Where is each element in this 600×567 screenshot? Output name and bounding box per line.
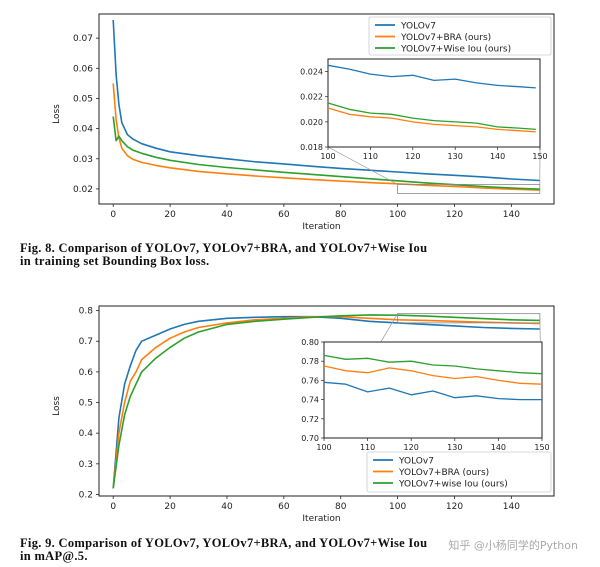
inset-series-line-2	[323, 365, 543, 385]
y-tick-label: 0.4	[79, 429, 94, 439]
series-line-3	[112, 116, 540, 190]
series-line-3	[112, 314, 540, 489]
x-tick-label: 60	[278, 502, 290, 512]
plot-frame	[98, 305, 555, 497]
x-tick-label: 20	[164, 502, 176, 512]
y-tick-label: 0.04	[73, 125, 93, 135]
inset-y-tick-label: 0.024	[300, 68, 323, 77]
caption-line: Fig. 8. Comparison of YOLOv7, YOLOv7+BRA…	[20, 241, 428, 255]
inset-y-tick-label: 0.70	[301, 434, 319, 443]
figure-9-caption: Fig. 9. Comparison of YOLOv7, YOLOv7+BRA…	[20, 537, 590, 563]
inset-x-tick-label: 100	[316, 443, 331, 452]
inset-x-tick-label: 100	[320, 152, 335, 161]
y-tick-label: 0.02	[73, 185, 93, 195]
legend-box	[366, 451, 552, 493]
inset-x-tick-label: 140	[490, 152, 505, 161]
y-tick-label: 0.03	[73, 155, 93, 165]
inset-x-tick-label: 120	[405, 152, 420, 161]
y-tick-label: 0.06	[73, 64, 93, 74]
watermark: 知乎 @小杨同学的Python	[448, 539, 578, 552]
x-tick-label: 40	[221, 502, 233, 512]
inset-series-line-3	[327, 102, 536, 131]
legend-box	[368, 16, 552, 56]
x-axis-label: Iteration	[302, 514, 340, 524]
figure-8-caption: Fig. 8. Comparison of YOLOv7, YOLOv7+BRA…	[20, 242, 590, 268]
legend-label: YOLOv7+wise Iou (ours)	[398, 480, 508, 490]
inset-y-tick-label: 0.020	[300, 118, 323, 127]
caption-line: in training set Bounding Box loss.	[20, 254, 210, 268]
inset-x-tick-label: 130	[447, 443, 462, 452]
legend-label: YOLOv7+BRA (ours)	[398, 468, 489, 478]
plot-frame	[98, 13, 555, 205]
x-tick-label: 80	[335, 210, 347, 220]
y-tick-label: 0.5	[79, 399, 93, 409]
inset-y-tick-label: 0.80	[301, 338, 319, 347]
inset-series-line-2	[327, 107, 536, 133]
y-tick-label: 0.07	[73, 34, 93, 44]
y-axis-label: Loss	[52, 104, 62, 124]
x-tick-label: 80	[335, 502, 347, 512]
x-tick-label: 20	[164, 210, 176, 220]
zoom-region-marker	[397, 183, 541, 194]
x-tick-label: 100	[389, 502, 406, 512]
x-tick-label: 120	[446, 502, 463, 512]
y-tick-label: 0.3	[79, 460, 93, 470]
x-tick-label: 0	[110, 502, 116, 512]
inset-y-tick-label: 0.74	[301, 396, 319, 405]
caption-line: in mAP@.5.	[20, 549, 88, 563]
x-tick-label: 40	[221, 210, 233, 220]
y-tick-label: 0.05	[73, 94, 93, 104]
inset-x-tick-label: 130	[448, 152, 463, 161]
inset-series-line-3	[323, 354, 543, 375]
x-tick-label: 0	[110, 210, 116, 220]
inset-series-line-1	[323, 381, 542, 401]
inset-x-tick-label: 150	[532, 152, 547, 161]
inset-y-tick-label: 0.78	[301, 357, 319, 366]
inset-y-tick-label: 0.72	[301, 415, 319, 424]
inset-y-tick-label: 0.76	[301, 376, 319, 385]
y-tick-label: 0.2	[79, 490, 93, 500]
x-tick-label: 120	[446, 210, 463, 220]
y-axis-label: Loss	[52, 396, 62, 416]
x-tick-label: 100	[389, 210, 406, 220]
y-tick-label: 0.7	[79, 337, 93, 347]
inset-x-tick-label: 110	[360, 443, 375, 452]
inset-x-tick-label: 110	[363, 152, 378, 161]
inset-x-tick-label: 150	[534, 443, 549, 452]
x-tick-label: 140	[503, 210, 520, 220]
inset-frame	[323, 341, 543, 439]
x-tick-label: 140	[503, 502, 520, 512]
inset-y-tick-label: 0.018	[300, 143, 323, 152]
series-line-1	[112, 19, 540, 182]
inset-y-tick-label: 0.022	[300, 93, 323, 102]
series-line-2	[112, 315, 540, 489]
chart-1: 0 20 40 60 80 100 120 140 0.02 0.03 0.04 0.05 0.06 0.…	[52, 13, 555, 232]
inset-chart: 100 110 120 130 140 150 0.018 0.020 0.022 0.024	[300, 58, 548, 161]
y-tick-label: 0.6	[79, 368, 94, 378]
legend-label: YOLOv7	[400, 22, 436, 32]
inset-series-line-1	[327, 64, 536, 89]
legend-label: YOLOv7	[398, 457, 434, 467]
series-line-2	[112, 83, 540, 191]
caption-line: Fig. 9. Comparison of YOLOv7, YOLOv7+BRA…	[20, 536, 428, 550]
legend-label: YOLOv7+Wise Iou (ours)	[400, 45, 511, 55]
inset-chart: 100 110 120 130 140 150 0.70 0.72 0.74 0.76 0.78 0.…	[301, 338, 549, 452]
x-tick-label: 60	[278, 210, 290, 220]
x-axis-label: Iteration	[302, 222, 340, 232]
inset-x-tick-label: 120	[404, 443, 419, 452]
legend-label: YOLOv7+BRA (ours)	[400, 33, 491, 43]
chart-2: 0 20 40 60 80 100 120 140 0.2 0.3 0.4 0.5 0.6 0.7 0.8 I…	[52, 305, 555, 524]
inset-frame	[327, 58, 541, 148]
y-tick-label: 0.8	[79, 307, 94, 317]
zoom-connector	[327, 146, 398, 185]
series-line-1	[112, 315, 540, 489]
inset-x-tick-label: 140	[491, 443, 506, 452]
